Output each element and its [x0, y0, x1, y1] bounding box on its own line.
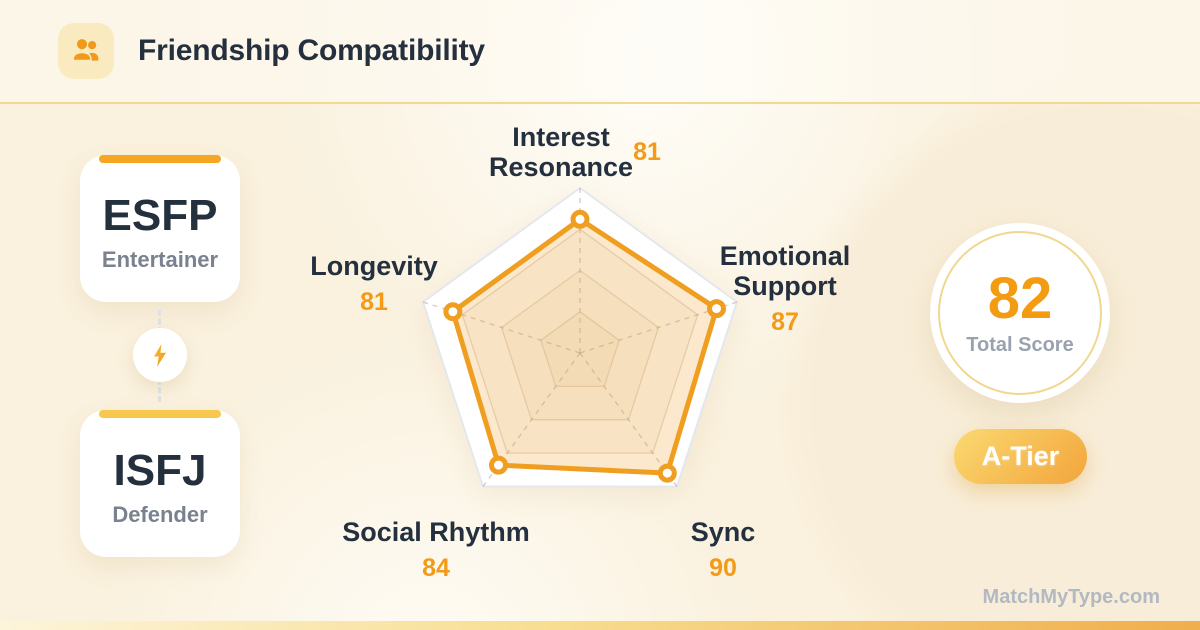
- isfj-accent-bar: [99, 410, 221, 418]
- axis-value-social-rhythm: 84: [422, 554, 450, 583]
- score-ring: [938, 231, 1102, 395]
- axis-longevity: Longevity 81: [279, 251, 469, 316]
- axis-sync: Sync 90: [648, 517, 798, 582]
- header: Friendship Compatibility: [0, 0, 1200, 102]
- axis-value-sync: 90: [709, 554, 737, 583]
- radar-chart: [421, 186, 739, 488]
- type-nickname: Defender: [112, 502, 208, 527]
- header-divider: [0, 102, 1200, 104]
- tier-badge: A-Tier: [954, 429, 1087, 484]
- axis-value-emotional-support: 87: [771, 308, 799, 337]
- page-title: Friendship Compatibility: [138, 34, 485, 67]
- type-nickname: Entertainer: [101, 247, 219, 272]
- axis-label-interest-resonance: Interest Resonance: [488, 122, 634, 183]
- axis-value-interest-resonance: 81: [633, 138, 661, 166]
- type-code: ESFP: [102, 191, 218, 240]
- lightning-bolt-icon: [154, 343, 166, 367]
- bottom-accent-bar: [0, 621, 1200, 630]
- connector-badge: [133, 328, 187, 382]
- axis-label-emotional-support: Emotional Support: [719, 241, 851, 302]
- axis-label-longevity: Longevity: [310, 251, 438, 281]
- people-icon: [58, 23, 114, 79]
- type-card-esfp: ESFP Entertainer: [80, 155, 240, 302]
- watermark: MatchMyType.com: [982, 586, 1160, 608]
- total-score-circle: 82 Total Score: [930, 223, 1110, 403]
- axis-label-sync: Sync: [690, 517, 756, 547]
- type-card-isfj: ISFJ Defender: [80, 410, 240, 557]
- axis-social-rhythm: Social Rhythm 84: [341, 517, 531, 582]
- axis-value-longevity: 81: [360, 288, 388, 317]
- axis-emotional-support: Emotional Support 87: [700, 241, 870, 336]
- esfp-accent-bar: [99, 155, 221, 163]
- type-code: ISFJ: [113, 446, 207, 495]
- axis-label-social-rhythm: Social Rhythm: [342, 517, 530, 547]
